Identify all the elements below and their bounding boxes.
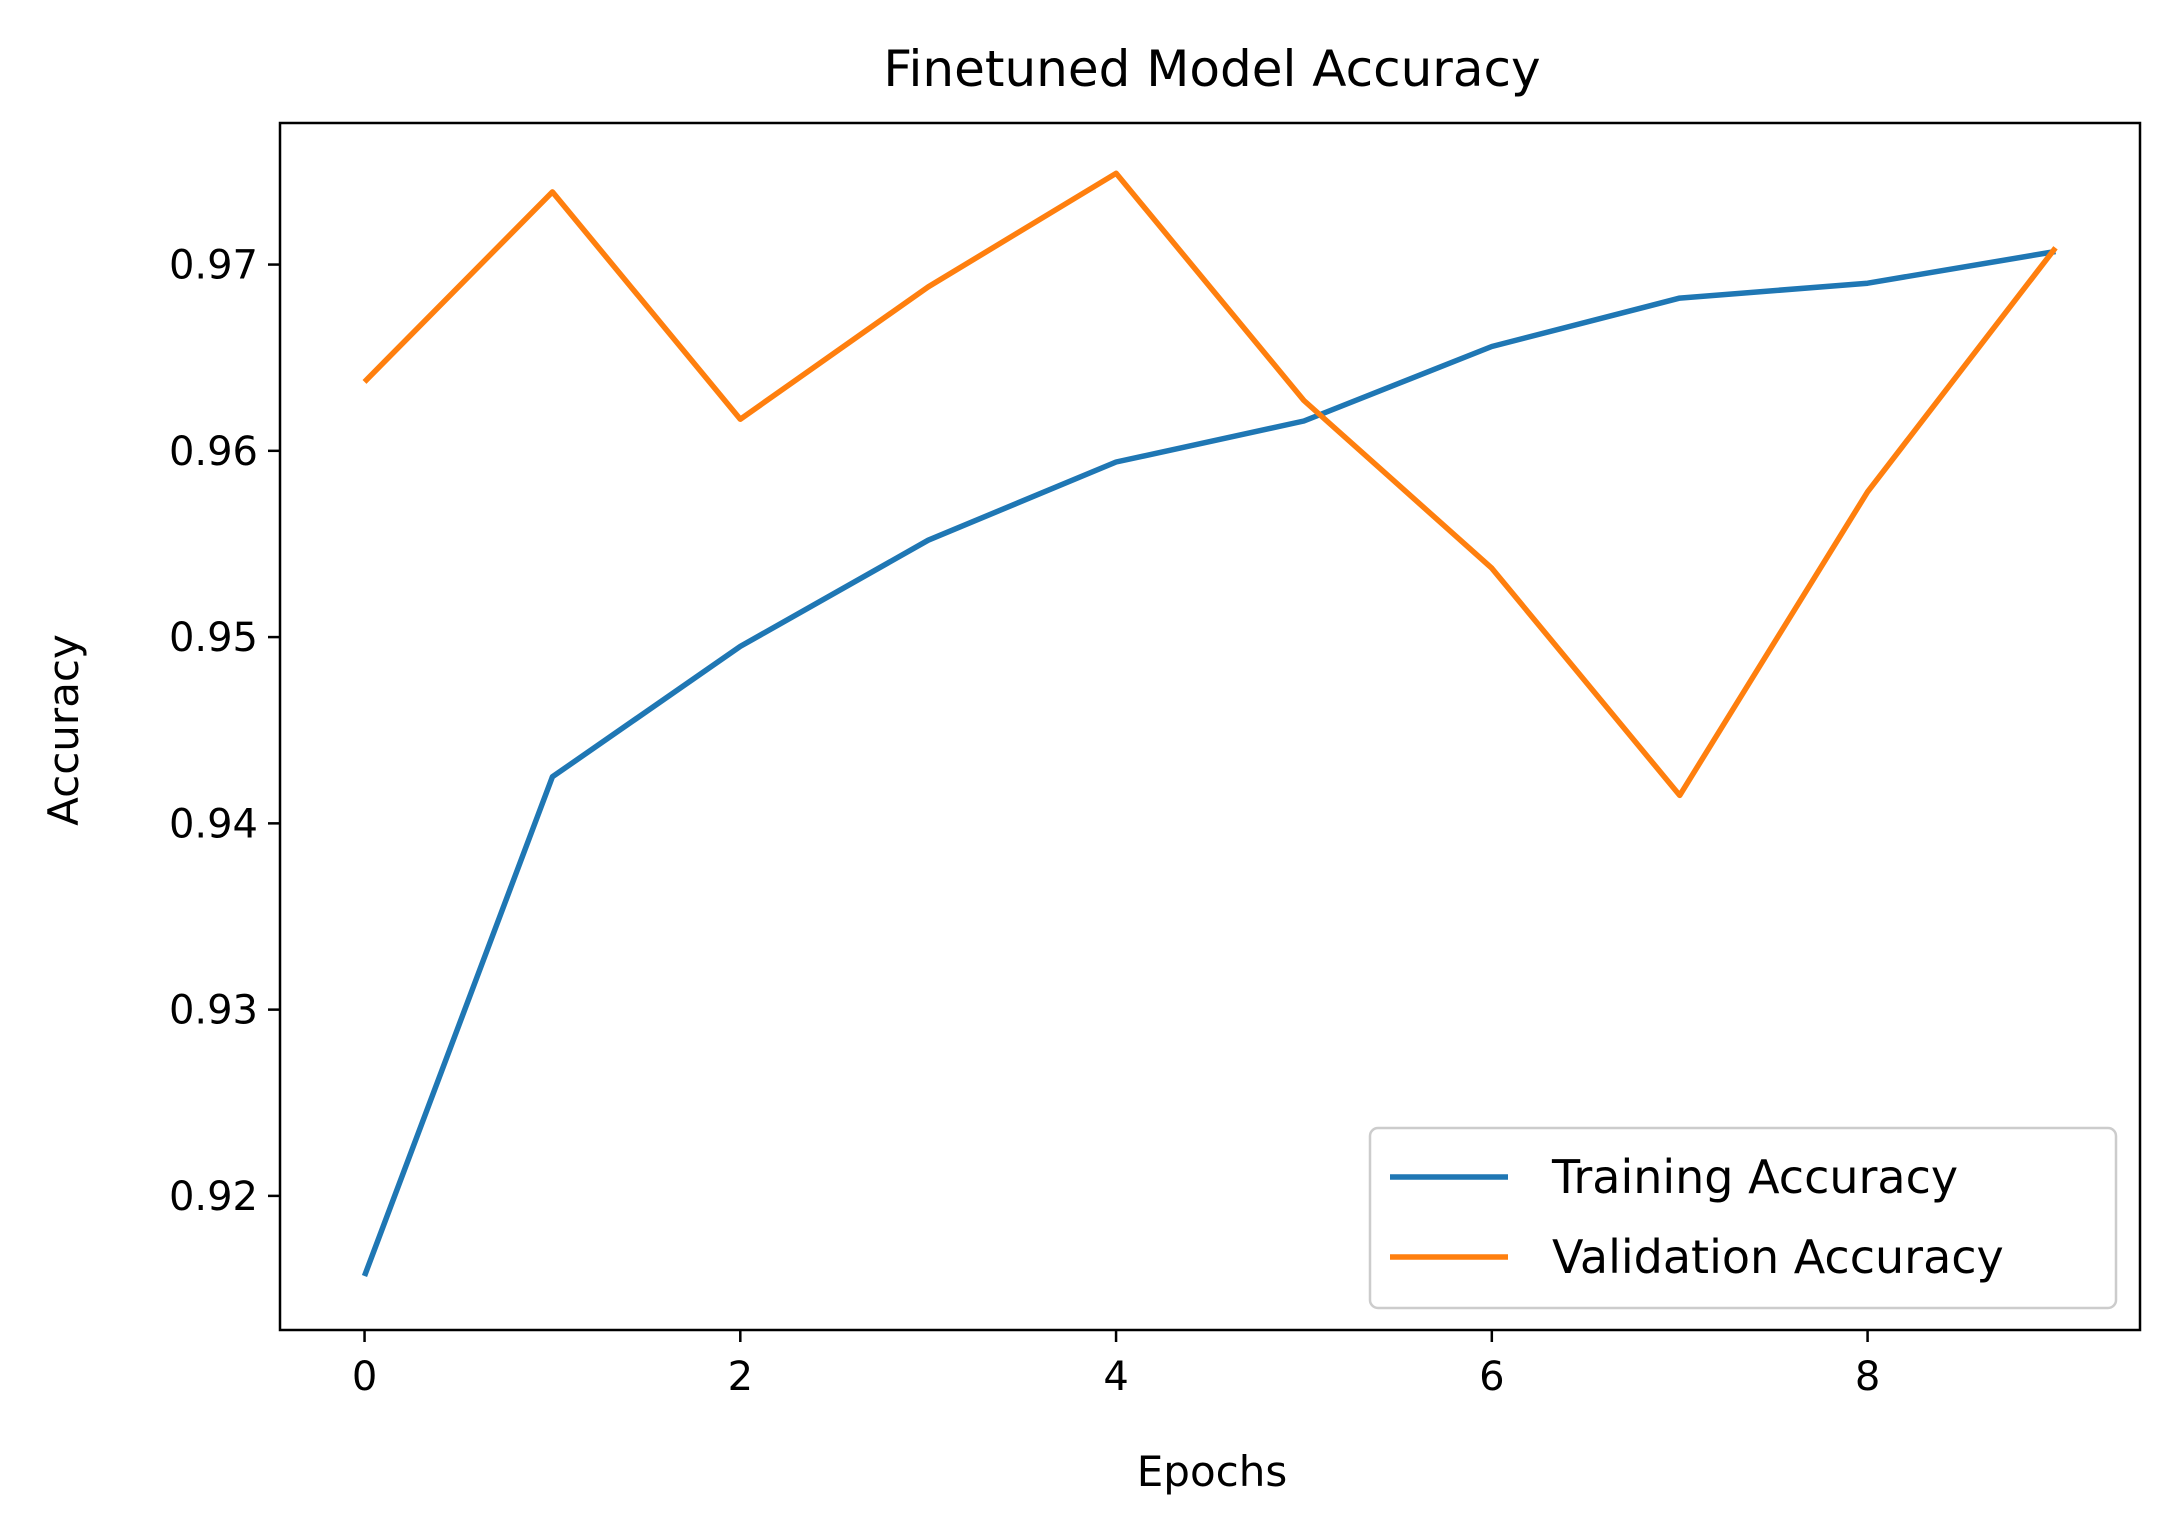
x-tick-label: 0 — [352, 1354, 377, 1400]
legend-box — [1368, 1126, 2118, 1310]
plot-frame — [278, 121, 2142, 1332]
legend: Training Accuracy Validation Accuracy — [1368, 1126, 2118, 1310]
x-tick-label: 4 — [1103, 1354, 1128, 1400]
y-tick-label: 0.95 — [169, 615, 258, 661]
y-axis-ticks: 0.92 0.93 0.94 0.95 0.96 0.97 — [169, 243, 280, 1220]
chart-title: Finetuned Model Accuracy — [883, 40, 1540, 98]
validation-accuracy-line — [362, 170, 2058, 799]
x-tick-label: 6 — [1479, 1354, 1504, 1400]
y-axis-label: Accuracy — [39, 634, 88, 826]
x-axis-label: Epochs — [1137, 1447, 1288, 1496]
x-tick-label: 2 — [728, 1354, 753, 1400]
x-axis-ticks: 0 2 4 6 8 — [352, 1330, 1880, 1400]
y-tick-label: 0.97 — [169, 243, 258, 289]
y-tick-label: 0.96 — [169, 429, 258, 475]
legend-label: Training Accuracy — [1551, 1150, 1958, 1204]
legend-label: Validation Accuracy — [1552, 1230, 2004, 1284]
y-tick-label: 0.92 — [169, 1174, 258, 1220]
x-tick-label: 8 — [1855, 1354, 1880, 1400]
training-accuracy-line — [361, 248, 2056, 1277]
y-tick-label: 0.94 — [169, 801, 258, 847]
y-tick-label: 0.93 — [169, 988, 258, 1034]
plot-lines — [361, 170, 2058, 1277]
